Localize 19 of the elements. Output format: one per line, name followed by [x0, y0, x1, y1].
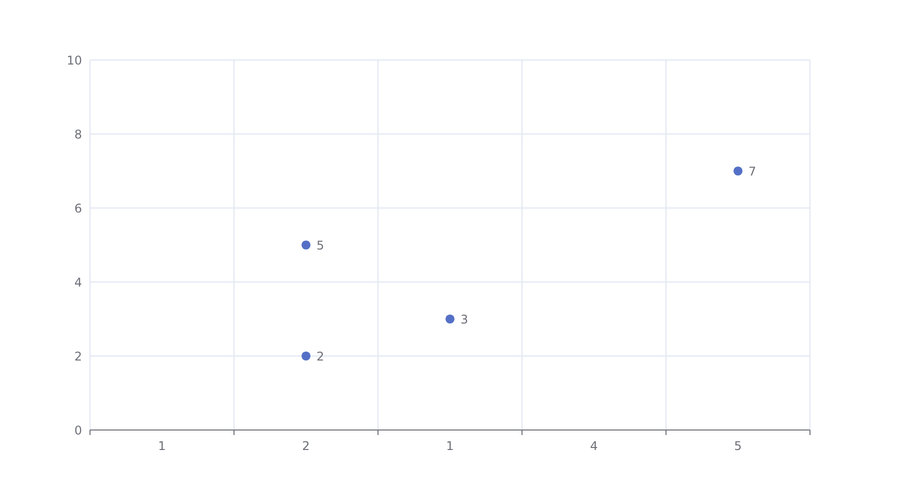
y-tick-label: 4 — [74, 275, 82, 290]
x-tick-label: 1 — [158, 439, 166, 453]
y-tick-label: 6 — [74, 201, 82, 216]
y-tick-label: 2 — [74, 349, 82, 364]
x-tick-label: 5 — [734, 439, 742, 453]
data-label: 7 — [748, 164, 756, 178]
data-label: 3 — [460, 312, 468, 326]
x-tick-label: 4 — [590, 439, 598, 453]
x-tick-label: 1 — [446, 439, 454, 453]
x-tick-label: 2 — [302, 439, 310, 453]
y-tick-label: 8 — [74, 127, 82, 142]
point — [445, 314, 455, 324]
data-label: 2 — [316, 349, 324, 364]
point — [733, 166, 743, 176]
y-tick-label: 10 — [66, 53, 82, 68]
data-label: 5 — [316, 238, 324, 252]
point — [301, 240, 311, 250]
y-tick-label: 0 — [74, 423, 82, 438]
point — [301, 351, 311, 361]
